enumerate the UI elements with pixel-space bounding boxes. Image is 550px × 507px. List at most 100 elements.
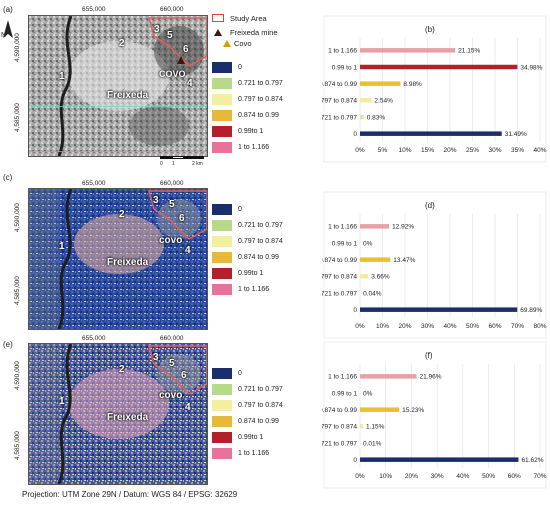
chart-f-value-label: 15.23% [402,407,424,414]
chart-f-tick-label: 70% [533,473,546,480]
chart-b-category-label: 0.874 to 0.99 [322,81,357,88]
panel-label-c: (c) [3,173,13,182]
chart-b-category-label: 1 to 1.166 [328,48,357,55]
chart-f-category-label: 0.874 to 0.99 [322,407,357,414]
chart-d-tick-label: 60% [488,323,501,330]
chart-f-category-label: 1 to 1.166 [328,374,357,381]
map-c: 1 2 3 5 6 4 covo Freixeda [28,188,208,330]
projection-footer: Projection: UTM Zone 29N / Datum: WGS 84… [22,490,238,499]
y-coord-a-1: 4,590,000 [14,33,21,62]
chart-f-value-label: 0.01% [363,440,382,447]
chart-b-value-label: 21.15% [458,48,480,55]
map-c-label-3: 3 [153,195,159,206]
mine-triangle-icon [214,29,222,36]
chart-b-value-label: 0.83% [367,114,386,121]
chart-d-tick-label: 70% [511,323,524,330]
chart-b-category-label: 0.721 to 0.797 [322,114,357,121]
chart-d-category-label: 0 [353,307,357,314]
chart-d-tick-label: 40% [443,323,456,330]
chart-f-bar [360,407,400,412]
chart-d-panel-label: (d) [425,201,435,210]
map-a-label-3: 3 [154,24,160,35]
map-e-label-5: 5 [169,358,175,369]
scale-a-0: 0 [160,161,163,167]
map-c-label-1: 1 [59,241,65,252]
map-a-label-1: 1 [59,71,65,82]
north-arrow-icon [3,20,13,38]
chart-f-svg: (f) 0% 10% 20% 30% 40% 50% 60% 70% 1 to 1.166 21.9… [315,341,547,489]
map-c-label-5: 5 [169,199,175,210]
scale-a-2: 2 km [192,161,203,167]
north-label: N [1,32,7,39]
chart-b-value-label: 2.54% [374,98,393,105]
chart-f-tick-label: 0% [355,473,365,480]
map-e-label-4: 4 [185,402,191,413]
chart-b-value-label: 34.98% [520,64,542,71]
chart-d-category-label: 0.99 to 1 [332,240,358,247]
chart-f-bar [360,457,519,462]
chart-f-value-label: 0% [363,390,373,397]
north-arrow: N [1,20,15,42]
chart-f-tick-label: 40% [456,473,469,480]
map-a-covo: COVO [159,69,186,79]
chart-d-value-label: 0.04% [363,290,382,297]
chart-b: (b) 0% 5% 10% 15% 20% 25% 30% 35% 40% 1 to 1.166 21… [315,14,548,164]
chart-b-bar [360,131,502,136]
chart-b-panel-label: (b) [425,25,435,34]
chart-b-tick-label: 0% [355,147,365,154]
map-e-label-3: 3 [153,352,159,363]
chart-f: (f) 0% 10% 20% 30% 40% 50% 60% 70% 1 to 1.166 21.9… [315,340,548,490]
chart-b-tick-label: 20% [443,147,456,154]
chart-f-value-label: 1.15% [366,424,385,431]
chart-d-tick-label: 20% [398,323,411,330]
chart-f-value-label: 21.96% [419,374,441,381]
map-c-label-2: 2 [119,209,125,220]
map-a: 1 2 3 5 6 4 COVO Freixeda [28,15,208,157]
map-a-mine-marker [177,56,185,64]
map-a-label-4: 4 [187,78,193,89]
chart-d-tick-label: 30% [421,323,434,330]
chart-d-category-label: 0.874 to 0.99 [322,257,357,264]
chart-f-category-label: 0.99 to 1 [332,390,358,397]
y-coord-e-2: 4,585,000 [14,431,21,460]
chart-d-bar [360,274,369,279]
chart-d-category-label: 0.721 to 0.797 [322,290,357,297]
chart-f-category-label: 0.797 to 0.874 [322,424,357,431]
chart-d-bar [360,307,518,312]
map-e-label-6: 6 [181,370,187,381]
chart-f-tick-label: 20% [405,473,418,480]
map-e-imagery [29,344,207,484]
y-coord-e-1: 4,590,000 [14,361,21,390]
legend-e: 0 0.721 to 0.797 0.797 to 0.874 0.874 to… [212,368,322,468]
panel-label-a: (a) [3,5,13,14]
chart-f-tick-label: 60% [508,473,521,480]
map-e-covo: covo [159,390,183,401]
x-coord-a-1: 655,000 [82,6,106,13]
x-coord-a-2: 660,000 [160,6,184,13]
chart-d-tick-label: 50% [466,323,479,330]
legend-freixeda-mine: Freixeda mine [230,28,278,37]
chart-d-value-label: 0% [363,240,373,247]
chart-b-bar [360,64,518,70]
x-coord-c-1: 655,000 [82,180,106,187]
chart-d-bar [360,224,390,229]
chart-f-bar [360,374,417,379]
chart-d: (d) 0% 10% 20% 30% 40% 50% 60% 70% 80% 1 to 1.166 1… [315,190,548,340]
chart-f-panel-label: (f) [425,351,433,360]
chart-b-tick-label: 25% [466,147,479,154]
chart-b-bar [360,98,372,103]
map-c-imagery [29,189,207,329]
chart-b-tick-label: 5% [378,147,388,154]
chart-b-bar [360,114,364,120]
chart-d-tick-label: 10% [376,323,389,330]
chart-f-category-label: 0 [353,457,357,464]
y-coord-c-2: 4,585,000 [14,276,21,305]
map-e: 1 2 3 5 6 4 covo Freixeda [28,343,208,485]
map-c-label-4: 4 [185,245,191,256]
map-e-label-2: 2 [119,364,125,375]
chart-d-bar [360,257,391,262]
chart-d-value-label: 69.89% [520,307,542,314]
map-a-imagery [29,16,207,156]
chart-b-category-label: 0.99 to 1 [332,64,358,71]
chart-f-tick-label: 50% [482,473,495,480]
